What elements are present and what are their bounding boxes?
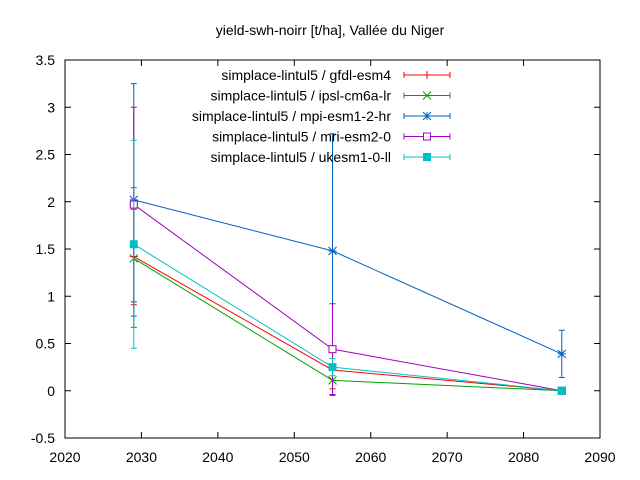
x-tick-label: 2070 [432, 449, 463, 465]
legend-marker [423, 71, 431, 79]
legend-label: simplace-lintul5 / ukesm1-0-ll [210, 149, 391, 165]
y-tick-label: 0 [47, 383, 55, 399]
data-point [328, 363, 337, 372]
y-tick-label: 1 [47, 288, 55, 304]
series-line [133, 243, 562, 392]
legend-entry: simplace-lintul5 / mpi-esm1-2-hr [192, 108, 451, 124]
legend-marker [423, 132, 431, 141]
data-point [328, 345, 337, 354]
legend-entry: simplace-lintul5 / mri-esm2-0 [212, 129, 451, 145]
series-4 [129, 139, 566, 395]
x-tick-label: 2050 [279, 449, 310, 465]
data-point [129, 240, 138, 249]
series-line [133, 256, 562, 392]
legend-label: simplace-lintul5 / ipsl-cm6a-lr [211, 88, 392, 104]
chart-title: yield-swh-noirr [t/ha], Vallée du Niger [216, 22, 445, 38]
y-tick-label: 1.5 [36, 241, 56, 257]
x-tick-label: 2060 [355, 449, 386, 465]
y-tick-label: -0.5 [31, 430, 55, 446]
legend-entry: simplace-lintul5 / ukesm1-0-ll [210, 149, 451, 165]
legend-marker [423, 153, 431, 161]
legend-entry: simplace-lintul5 / gfdl-esm4 [221, 67, 451, 83]
y-tick-label: 3 [47, 99, 55, 115]
series-0 [129, 208, 566, 395]
series-line [133, 199, 562, 355]
y-tick-label: 2 [47, 194, 55, 210]
x-tick-label: 2040 [202, 449, 233, 465]
x-tick-label: 2020 [49, 449, 80, 465]
x-tick-label: 2090 [584, 449, 615, 465]
x-tick-label: 2080 [508, 449, 539, 465]
legend-label: simplace-lintul5 / gfdl-esm4 [221, 67, 391, 83]
x-tick-label: 2030 [126, 449, 157, 465]
data-point [557, 386, 566, 395]
legend-marker [422, 91, 432, 100]
y-tick-label: 2.5 [36, 147, 56, 163]
legend-marker [422, 111, 432, 121]
data-point [328, 246, 337, 256]
y-tick-label: 0.5 [36, 336, 56, 352]
legend-label: simplace-lintul5 / mpi-esm1-2-hr [192, 108, 392, 124]
legend-entry: simplace-lintul5 / ipsl-cm6a-lr [211, 88, 451, 104]
data-point [557, 349, 567, 359]
legend-label: simplace-lintul5 / mri-esm2-0 [212, 129, 391, 145]
y-tick-label: 3.5 [36, 52, 56, 68]
